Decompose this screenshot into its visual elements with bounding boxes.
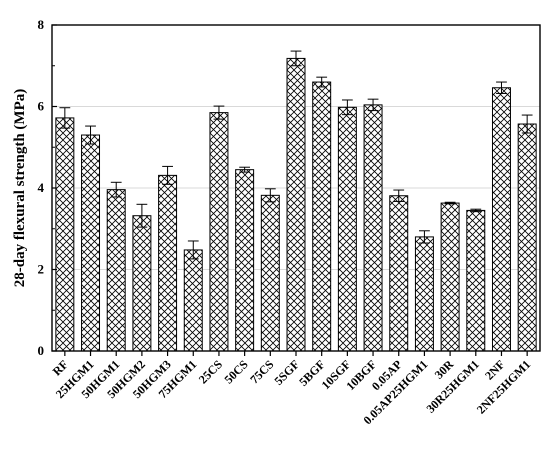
bar-50hgm2 [132, 215, 152, 352]
y-tick-label: 6 [38, 99, 45, 114]
bar-5bgf [312, 81, 332, 352]
y-tick-label: 8 [38, 17, 45, 32]
bar-75hgm1 [183, 249, 203, 352]
bar-25cs [209, 112, 229, 352]
x-tick-label: 25CS [196, 357, 225, 386]
bar-rf [55, 117, 75, 352]
y-tick-label: 2 [38, 262, 45, 277]
bar-30r [440, 202, 460, 352]
bars [55, 50, 537, 352]
plot-frame [51, 24, 541, 352]
bar-0-05ap [389, 195, 409, 352]
bar-10bgf [363, 104, 383, 352]
bar-50hgm1 [106, 189, 126, 352]
bar-10sgf [337, 106, 357, 352]
bar-2nf [491, 87, 511, 352]
x-tick-label: 50CS [222, 357, 251, 386]
bar-0-05ap25hgm1 [414, 236, 434, 352]
bar-2nf25hgm1 [517, 123, 537, 352]
bar-75cs [260, 194, 280, 352]
bar-30r25hgm1 [466, 209, 486, 352]
bar-25hgm1 [81, 134, 101, 352]
bar-5sgf [286, 57, 306, 352]
x-tick-label: 5SGF [271, 357, 302, 388]
y-axis-title: 28-day flexural strength (MPa) [12, 89, 28, 287]
y-tick-label: 4 [38, 180, 45, 195]
x-tick-label: 75CS [247, 357, 276, 386]
y-tick-label: 0 [38, 343, 45, 358]
bar-50hgm3 [158, 174, 178, 352]
bar-50cs [235, 169, 255, 352]
